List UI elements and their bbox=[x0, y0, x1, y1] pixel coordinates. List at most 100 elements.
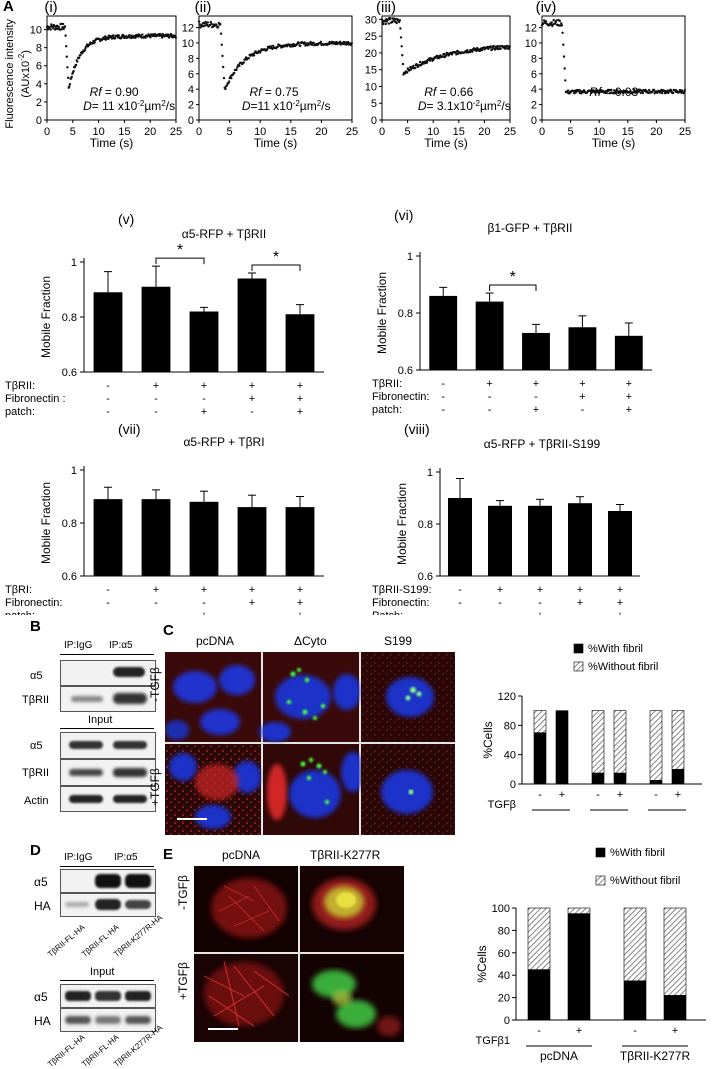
scale-bar bbox=[208, 1028, 238, 1030]
frap-rf-symbol: Rf bbox=[589, 85, 603, 99]
condition-mark: + bbox=[201, 406, 207, 418]
frap-point bbox=[399, 27, 402, 30]
frap-xtick-label: 15 bbox=[622, 126, 634, 138]
condition-mark: - bbox=[498, 597, 502, 609]
frap-point bbox=[266, 47, 269, 51]
frap-xtick-label: 0 bbox=[196, 126, 202, 138]
frap-point bbox=[562, 55, 566, 58]
bar-chart-title: α5-RFP + TβRII bbox=[182, 227, 266, 241]
frap-point bbox=[563, 67, 566, 70]
bar bbox=[488, 505, 512, 576]
frap-data-points bbox=[197, 20, 353, 91]
condition-row-label: patch: bbox=[372, 404, 402, 416]
frap-point bbox=[310, 43, 314, 47]
frap-d-unit: µm bbox=[144, 99, 161, 113]
condition-mark: - bbox=[581, 404, 585, 416]
condition-mark: - bbox=[534, 391, 538, 403]
frap-point bbox=[398, 19, 401, 22]
blot-band bbox=[113, 741, 147, 749]
frap-point bbox=[174, 36, 177, 39]
blot-d-ha-ip-strip bbox=[60, 893, 156, 917]
frap-rf-annotation: Rf = 0.66 bbox=[424, 85, 473, 99]
frap-point bbox=[542, 19, 546, 22]
frap-point bbox=[401, 54, 404, 57]
frap-point bbox=[350, 42, 353, 45]
stacked-ylabel: %Cells bbox=[475, 945, 489, 982]
blot-d-ip-a5: IP:α5 bbox=[114, 852, 138, 863]
blot-band bbox=[113, 693, 147, 704]
frap-xtick-label: 10 bbox=[254, 126, 266, 138]
frap-point bbox=[401, 62, 405, 66]
condition-mark: - bbox=[441, 391, 445, 403]
bar bbox=[448, 498, 472, 576]
legend-swatch bbox=[573, 643, 584, 654]
frap-point bbox=[104, 35, 107, 38]
frap-xtick-label: 10 bbox=[593, 126, 605, 138]
frap-point bbox=[61, 22, 65, 26]
frap-point bbox=[621, 92, 625, 95]
condition-mark: - bbox=[441, 378, 445, 390]
frap-point bbox=[380, 18, 384, 21]
frap-xtick-label: 15 bbox=[285, 126, 297, 138]
frap-point bbox=[120, 37, 123, 40]
frap-plot-frame bbox=[541, 15, 686, 121]
stacked-bar-without-fibril bbox=[623, 907, 647, 982]
condition-mark: - bbox=[441, 404, 445, 416]
condition-mark: + bbox=[617, 584, 623, 596]
condition-row-label: TβRII-S199: bbox=[372, 584, 432, 596]
frap-rf-annotation: Rf = 0.75 bbox=[249, 85, 298, 99]
frap-d-symbol: D bbox=[242, 99, 251, 113]
blot-d-lane-labels-bottom: TβRII-FL-HA TβRII-FL-HA TβRII-K277R-HA bbox=[46, 1023, 164, 1069]
frap-rf-annotation: Rf = 0.90 bbox=[90, 85, 139, 99]
blot-b-ip-a5: IP:α5 bbox=[109, 640, 133, 651]
frap-ytick-label: 6 bbox=[36, 61, 42, 73]
bar-chart-panel-tag: (viii) bbox=[404, 421, 430, 437]
condition-mark: - bbox=[458, 610, 462, 615]
frap-xtick-label: 0 bbox=[379, 126, 385, 138]
blot-band bbox=[125, 900, 151, 909]
frap-point bbox=[219, 22, 222, 26]
condition-mark: + bbox=[486, 378, 492, 390]
bar bbox=[522, 332, 550, 370]
frap-rf-symbol: Rf bbox=[249, 85, 263, 99]
micro-e-row-pos: +TGFβ bbox=[176, 940, 190, 1000]
frap-ytick-label: 8 bbox=[36, 43, 42, 55]
frap-point bbox=[230, 76, 233, 80]
frap-point bbox=[400, 45, 403, 48]
blot-d-lane-3: TβRII-K277R-HA bbox=[112, 913, 165, 959]
frap-rf-value: = 0.66 bbox=[436, 85, 473, 99]
treatment-mark: + bbox=[617, 789, 623, 801]
bar-chart-title: α5-RFP + TβRI bbox=[183, 435, 264, 449]
frap-point bbox=[616, 89, 619, 92]
frap-xtick-label: 25 bbox=[504, 126, 516, 138]
frap-point bbox=[60, 22, 63, 26]
condition-mark: - bbox=[154, 597, 158, 609]
stacked-bar-with-fibril bbox=[533, 732, 547, 785]
significance-star: * bbox=[273, 249, 279, 266]
frap-point bbox=[238, 64, 241, 68]
frap-ytick-label: 10 bbox=[30, 25, 42, 37]
frap-d-annotation: D= 3.1x10-2µm2/s bbox=[418, 99, 511, 114]
blot-band bbox=[125, 874, 151, 888]
chart-e-fibril-percent: %With fibril %Without fibril 0 20 40 60 80 100%… bbox=[475, 847, 706, 1063]
blot-b-input-row-a5: α5 bbox=[30, 740, 43, 752]
frap-xtick-label: 20 bbox=[478, 126, 490, 138]
bar-chart-ytick-label: 1 bbox=[427, 467, 433, 479]
bar bbox=[568, 503, 592, 576]
frap-ytick-label: 6 bbox=[531, 69, 537, 81]
frap-point bbox=[544, 20, 548, 23]
stacked-bar-without-fibril bbox=[663, 907, 687, 996]
frap-d-exp: -2 bbox=[473, 99, 481, 108]
frap-point bbox=[614, 91, 618, 94]
frap-point bbox=[209, 20, 212, 24]
frap-xlabel: Time (s) bbox=[592, 136, 636, 150]
frap-xlabel: Time (s) bbox=[424, 136, 468, 150]
condition-mark: + bbox=[297, 406, 303, 418]
bar bbox=[237, 507, 267, 576]
frap-point bbox=[647, 88, 651, 92]
micro-c-dcyto-neg bbox=[259, 652, 361, 742]
frap-point bbox=[203, 24, 207, 27]
frap-d-tail: /s bbox=[321, 99, 330, 113]
blot-band bbox=[95, 991, 121, 1001]
bar-chart-ylabel: Mobile Fraction bbox=[375, 272, 389, 354]
